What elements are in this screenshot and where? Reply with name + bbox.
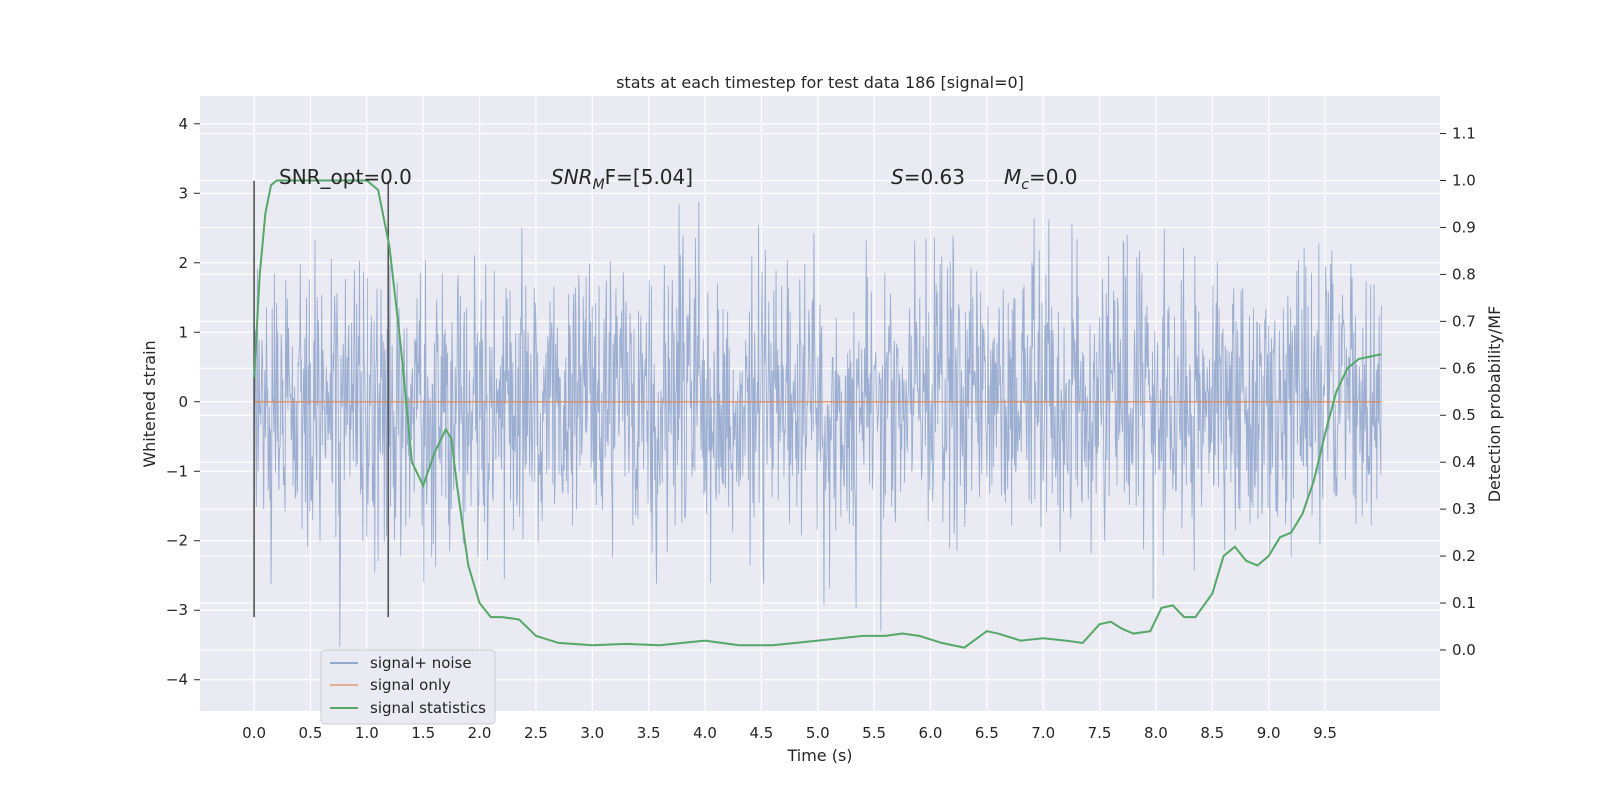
vertical-markers [253, 180, 390, 618]
annotation-snr-opt: SNR_opt=0.0 [279, 165, 412, 189]
y2-tick-label: 0.0 [1452, 641, 1476, 659]
x-tick-label: 6.5 [975, 724, 999, 742]
x-tick-label: 3.5 [637, 724, 661, 742]
y-tick-labels: 4 3 2 1 0 −1 −2 −3 −4 [166, 115, 200, 689]
x-tick-label: 8.5 [1200, 724, 1224, 742]
x-tick-label: 1.5 [411, 724, 435, 742]
noise-trace [253, 202, 1382, 647]
annotation-s: S=0.63 [891, 165, 965, 189]
x-tick-label: 5.5 [862, 724, 886, 742]
x-tick-label: 8.0 [1144, 724, 1168, 742]
x-tick-label: 6.0 [919, 724, 943, 742]
x-tick-label: 4.5 [749, 724, 773, 742]
y2-tick-label: 0.3 [1452, 500, 1476, 518]
y2-tick-label: 1.1 [1452, 125, 1476, 143]
legend: signal+ noise signal only signal statist… [320, 649, 496, 725]
y2-tick-label: 0.9 [1452, 218, 1476, 236]
y-tick-label: 4 [178, 115, 188, 133]
y2-axis-label: Detection probability/MF [1485, 306, 1504, 503]
y-tick-label: −1 [166, 462, 188, 480]
y-tick-label: 2 [178, 254, 188, 272]
y-tick-label: 3 [178, 184, 188, 202]
x-tick-labels: 0.0 0.5 1.0 1.5 2.0 2.5 3.0 3.5 4.0 4.5 5.0 5.5 6.0 6… [242, 724, 1337, 742]
y-tick-label: −2 [166, 532, 188, 550]
y-tick-label: −3 [166, 601, 188, 619]
x-tick-label: 2.0 [468, 724, 492, 742]
legend-label-signal-statistics: signal statistics [370, 699, 486, 717]
x-tick-label: 0.0 [242, 724, 266, 742]
y-axis-label: Whitened strain [140, 340, 159, 467]
annotation-mc: Mc=0.0 [1004, 165, 1078, 193]
x-tick-label: 5.0 [806, 724, 830, 742]
y2-tick-label: 0.5 [1452, 406, 1476, 424]
annotation-mc-value: =0.0 [1029, 165, 1078, 189]
legend-box [320, 649, 496, 725]
series-signal-noise [253, 202, 1382, 647]
y2-tick-label: 0.2 [1452, 547, 1476, 565]
chart-title: stats at each timestep for test data 186… [616, 73, 1024, 92]
x-tick-label: 2.5 [524, 724, 548, 742]
legend-label-signal-noise: signal+ noise [370, 654, 472, 672]
annotation-snr-mf-value: F=[5.04] [605, 165, 693, 189]
x-tick-label: 7.5 [1088, 724, 1112, 742]
legend-label-signal-only: signal only [370, 676, 451, 694]
annotation-snr-mf: SNRMF=[5.04] [551, 165, 693, 193]
y2-tick-label: 0.6 [1452, 359, 1476, 377]
x-axis-label: Time (s) [786, 746, 852, 765]
x-tick-label: 3.0 [580, 724, 604, 742]
annotation-s-value: =0.63 [904, 165, 965, 189]
x-tick-label: 9.0 [1257, 724, 1281, 742]
x-tick-label: 9.5 [1313, 724, 1337, 742]
y-tick-label: 0 [178, 393, 188, 411]
x-tick-label: 7.0 [1031, 724, 1055, 742]
y2-tick-label: 0.1 [1452, 594, 1476, 612]
y2-tick-label: 0.7 [1452, 312, 1476, 330]
series-signal-statistics [253, 179, 1382, 649]
x-tick-label: 0.5 [299, 724, 323, 742]
y-tick-label: 1 [178, 323, 188, 341]
x-tick-label: 4.0 [693, 724, 717, 742]
y-tick-label: −4 [166, 671, 188, 689]
y2-tick-label: 1.0 [1452, 172, 1476, 190]
x-tick-label: 1.0 [355, 724, 379, 742]
y2-tick-labels: 1.1 1.0 0.9 0.8 0.7 0.6 0.5 0.4 0.3 0.2 0.1 0.0 [1440, 125, 1476, 659]
y2-tick-label: 0.4 [1452, 453, 1476, 471]
y2-tick-label: 0.8 [1452, 265, 1476, 283]
